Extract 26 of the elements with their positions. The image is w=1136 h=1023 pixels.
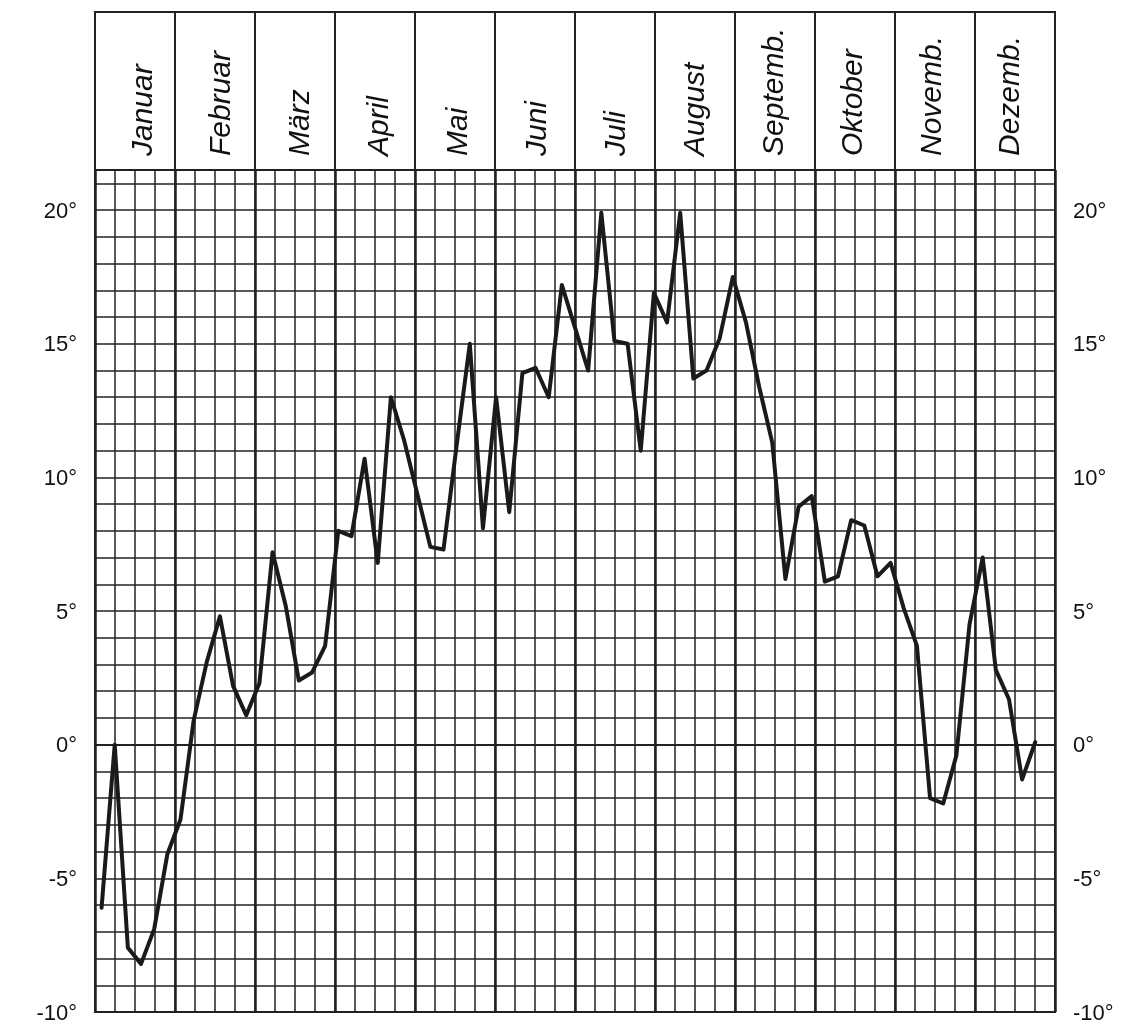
x-tick-label: Septemb. bbox=[755, 27, 789, 156]
x-tick-label: Juni bbox=[519, 99, 553, 157]
y-tick-label: 20° bbox=[43, 197, 77, 223]
x-tick-label: August bbox=[676, 60, 710, 158]
y-tick-label: -5° bbox=[48, 865, 77, 891]
x-tick-label: Mai bbox=[440, 106, 474, 156]
y-tick-label: 15° bbox=[43, 331, 77, 357]
y-tick-label: -10° bbox=[36, 999, 77, 1023]
x-tick-label: Januar bbox=[124, 63, 158, 157]
y2-tick-label: 10° bbox=[1073, 464, 1107, 490]
x-tick-label: Dezemb. bbox=[992, 35, 1026, 156]
x-tick-label: April bbox=[361, 94, 395, 158]
y2-tick-label: 20° bbox=[1073, 197, 1107, 223]
y-tick-label: 5° bbox=[55, 598, 77, 624]
x-tick-label: Oktober bbox=[834, 48, 868, 156]
x-tick-label: Juli bbox=[597, 109, 631, 157]
x-tick-label: Februar bbox=[203, 49, 237, 156]
y2-tick-label: -5° bbox=[1073, 865, 1102, 891]
y2-tick-label: -10° bbox=[1073, 999, 1114, 1023]
y2-tick-label: 5° bbox=[1073, 598, 1095, 624]
y2-tick-label: 15° bbox=[1073, 331, 1107, 357]
y2-tick-label: 0° bbox=[1073, 732, 1095, 758]
x-tick-label: Novemb. bbox=[913, 35, 947, 156]
y-tick-label: 10° bbox=[43, 464, 77, 490]
x-tick-label: März bbox=[282, 89, 316, 156]
y-tick-label: 0° bbox=[55, 732, 77, 758]
